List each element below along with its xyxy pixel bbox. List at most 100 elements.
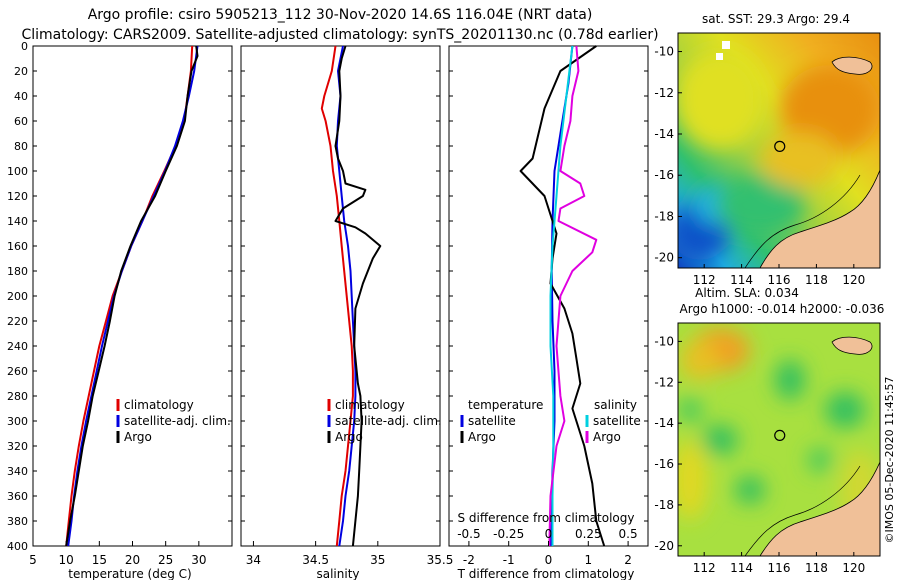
depth-tick-label: 80 bbox=[14, 140, 28, 153]
lon-tick-label: 116 bbox=[768, 273, 791, 287]
x-tick-label: 15 bbox=[92, 553, 107, 567]
s-diff-tick-label: -0.5 bbox=[457, 527, 480, 541]
s-diff-tick-label: 0.5 bbox=[619, 527, 638, 541]
lon-tick-label: 116 bbox=[768, 561, 791, 575]
lat-tick-label: -16 bbox=[654, 168, 674, 182]
lat-tick-label: -14 bbox=[654, 416, 674, 430]
lon-tick-label: 118 bbox=[805, 561, 828, 575]
difference-x-ticks: -2 -1 0 1 2 bbox=[463, 541, 632, 567]
lon-tick-label: 114 bbox=[730, 273, 753, 287]
legend-label-climatology: climatology bbox=[124, 398, 194, 412]
depth-tick-label: 260 bbox=[7, 365, 28, 378]
timestamp-watermark: ©IMOS 05-Dec-2020 11:45:57 bbox=[883, 377, 896, 544]
series-line-salinity-satellite bbox=[549, 45, 574, 546]
legend-label-s-satellite: satellite bbox=[593, 414, 641, 428]
lat-tick-label: -16 bbox=[654, 457, 674, 471]
s-diff-tick-label: 0 bbox=[545, 527, 553, 541]
lon-tick-label: 112 bbox=[693, 273, 716, 287]
difference-legend: temperature satellite Argo salinity sate… bbox=[460, 398, 641, 444]
lat-tick-label: -20 bbox=[654, 251, 674, 265]
series-line-argo bbox=[334, 45, 382, 547]
x-tick-label: 5 bbox=[29, 553, 37, 567]
temperature-legend: climatology satellite-adj. clim. Argo bbox=[116, 398, 231, 444]
missing-pixel bbox=[716, 53, 723, 60]
legend-label-climatology: climatology bbox=[335, 398, 405, 412]
sst-map-title: sat. SST: 29.3 Argo: 29.4 bbox=[702, 12, 850, 26]
x-tick-label: 20 bbox=[125, 553, 140, 567]
s-difference-ticks: -0.5 -0.25 0 0.25 0.5 bbox=[457, 527, 637, 541]
lon-tick-label: 120 bbox=[842, 273, 865, 287]
x-tick-label: 2 bbox=[624, 553, 632, 567]
salinity-plot-frame bbox=[240, 45, 441, 547]
series-line-argo bbox=[65, 45, 199, 547]
depth-tick-label: 160 bbox=[7, 240, 28, 253]
lat-tick-label: -20 bbox=[654, 539, 674, 553]
x-tick-label: 35.5 bbox=[427, 553, 454, 567]
x-tick-label: 10 bbox=[59, 553, 74, 567]
bathymetry-contour bbox=[744, 174, 861, 268]
depth-tick-label: 180 bbox=[7, 265, 28, 278]
difference-series bbox=[519, 45, 606, 547]
lat-tick-label: -14 bbox=[654, 127, 674, 141]
sst-map bbox=[678, 33, 880, 268]
depth-tick-label: 400 bbox=[7, 540, 28, 553]
temperature-series bbox=[65, 45, 199, 547]
depth-tick-label: 60 bbox=[14, 115, 28, 128]
legend-label-argo: Argo bbox=[124, 430, 152, 444]
land-australia bbox=[759, 461, 880, 556]
x-tick-label: -2 bbox=[463, 553, 475, 567]
sst-map-lon-ticks: 112 114 116 118 120 bbox=[693, 264, 865, 287]
x-tick-label: 34.5 bbox=[302, 553, 329, 567]
salinity-x-ticks: 34 34.5 35 35.5 bbox=[246, 541, 454, 567]
lon-tick-label: 118 bbox=[805, 273, 828, 287]
legend-label-argo: Argo bbox=[335, 430, 363, 444]
x-tick-label: -1 bbox=[503, 553, 515, 567]
lat-tick-label: -10 bbox=[654, 45, 674, 59]
sla-map-lat-ticks: -10 -12 -14 -16 -18 -20 bbox=[654, 334, 682, 553]
temperature-plot-frame bbox=[32, 45, 233, 547]
depth-tick-label: 200 bbox=[7, 290, 28, 303]
depth-tick-label: 320 bbox=[7, 440, 28, 453]
sla-map-title-1: Altim. SLA: 0.034 bbox=[695, 286, 799, 300]
argo-location-marker bbox=[774, 429, 786, 442]
s-diff-tick-label: 0.25 bbox=[575, 527, 602, 541]
sla-map-title-2: Argo h1000: -0.014 h2000: -0.036 bbox=[680, 302, 885, 316]
legend-title-temperature: temperature bbox=[468, 398, 543, 412]
land-island bbox=[831, 336, 873, 355]
temperature-x-label: temperature (deg C) bbox=[68, 567, 191, 580]
sla-map bbox=[678, 323, 880, 556]
missing-pixel bbox=[722, 41, 730, 49]
depth-tick-label: 40 bbox=[14, 90, 28, 103]
s-diff-tick-label: -0.25 bbox=[493, 527, 524, 541]
salinity-series bbox=[320, 45, 382, 547]
x-tick-label: 25 bbox=[158, 553, 173, 567]
legend-title-salinity: salinity bbox=[594, 398, 637, 412]
series-line-temperature-argo bbox=[519, 45, 606, 547]
legend-label-satellite: satellite-adj. clim. bbox=[335, 414, 442, 428]
lat-tick-label: -10 bbox=[654, 334, 674, 348]
x-tick-label: 0 bbox=[545, 553, 553, 567]
argo-location-marker bbox=[774, 140, 786, 152]
depth-axis: 0 20 40 60 80 100 120 140 160 180 200 220 240 260 280 3… bbox=[7, 40, 648, 553]
depth-tick-label: 360 bbox=[7, 490, 28, 503]
x-tick-label: 35 bbox=[370, 553, 385, 567]
bathymetry-contour bbox=[744, 465, 861, 556]
lon-tick-label: 120 bbox=[842, 561, 865, 575]
s-difference-x-label: S difference from climatology bbox=[458, 511, 635, 525]
sla-map-lon-ticks: 112 114 116 118 120 bbox=[693, 552, 865, 575]
legend-label-t-satellite: satellite bbox=[468, 414, 516, 428]
series-line-satellite-adj-clim- bbox=[67, 45, 199, 547]
depth-tick-label: 280 bbox=[7, 390, 28, 403]
lon-tick-label: 114 bbox=[730, 561, 753, 575]
difference-plot-frame bbox=[448, 45, 649, 547]
temperature-x-ticks: 5 10 15 20 25 30 bbox=[29, 541, 206, 567]
t-difference-x-label: T difference from climatology bbox=[457, 567, 635, 580]
lat-tick-label: -12 bbox=[654, 86, 674, 100]
legend-label-s-argo: Argo bbox=[593, 430, 621, 444]
lat-tick-label: -18 bbox=[654, 209, 674, 223]
salinity-x-label: salinity bbox=[316, 567, 359, 580]
depth-tick-label: 120 bbox=[7, 190, 28, 203]
depth-tick-label: 0 bbox=[21, 40, 28, 53]
legend-label-t-argo: Argo bbox=[468, 430, 496, 444]
